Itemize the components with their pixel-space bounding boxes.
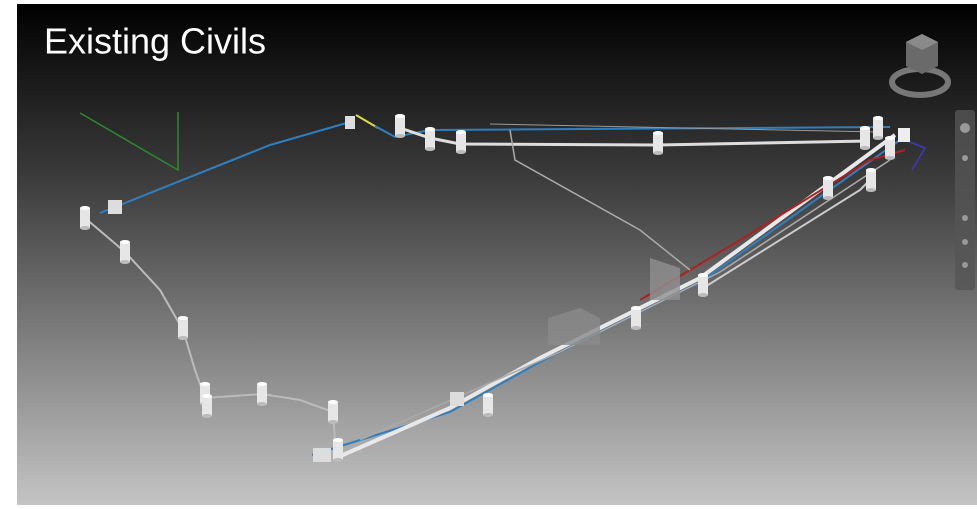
manhole [873,116,883,140]
pipe [489,123,881,133]
manhole [823,176,833,200]
box [898,128,910,142]
manhole [425,127,435,151]
manhole [885,136,895,160]
box [108,200,122,214]
box [450,392,464,406]
manhole [860,126,870,150]
pipe [904,139,927,171]
background [17,4,977,505]
pipe [509,129,691,271]
manhole [631,306,641,330]
manhole [333,438,343,462]
box [313,448,331,462]
pipe [335,133,897,460]
manhole [202,394,212,418]
manhole [328,400,338,424]
wall [548,308,600,345]
box [345,116,355,129]
wall [650,258,680,300]
title: Existing Civils [44,21,266,62]
manhole [698,273,708,297]
manhole [483,393,493,417]
manhole [257,382,267,406]
pipe [99,121,351,214]
toolbar[interactable] [955,110,975,290]
pipe [355,114,379,129]
manhole [80,206,90,230]
manhole [456,130,466,154]
manhole [866,168,876,192]
manhole [120,240,130,264]
manhole [653,131,663,155]
manhole [395,114,405,138]
axis-lines [79,112,179,172]
nav-cube[interactable] [889,34,951,98]
manhole [178,316,188,340]
